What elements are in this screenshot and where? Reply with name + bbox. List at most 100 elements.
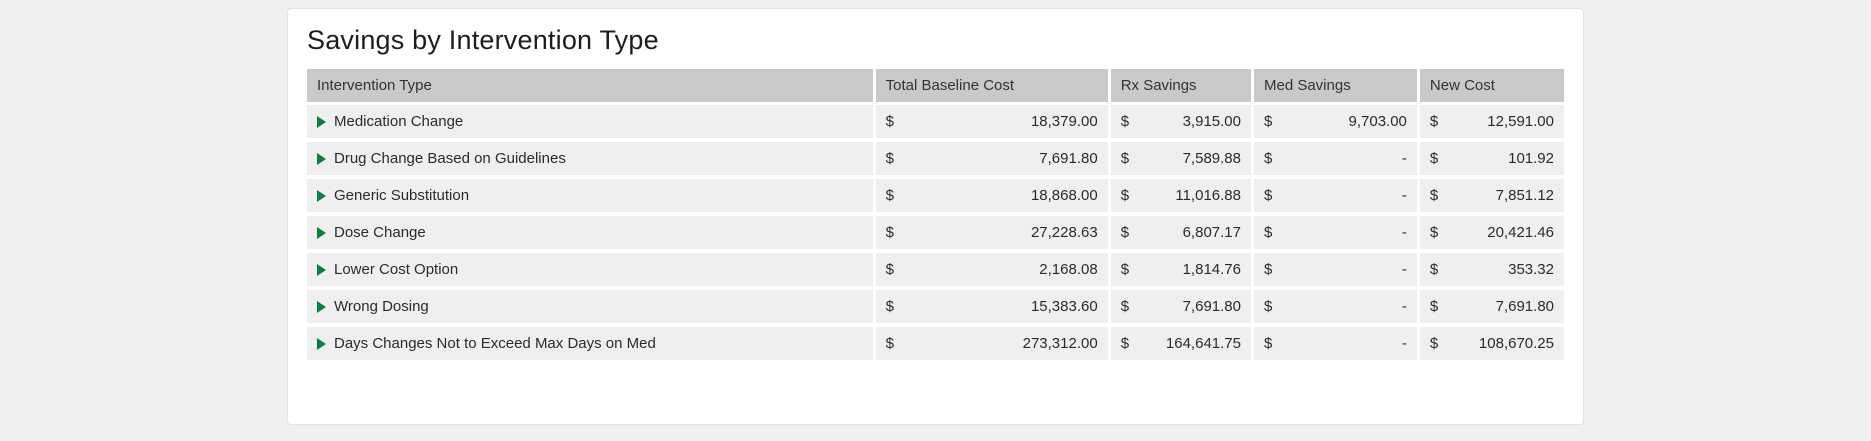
total-baseline-cost-cell: $27,228.63 — [886, 224, 1098, 241]
med-savings-cell: $ - — [1264, 298, 1407, 315]
med-savings-cell: $ - — [1264, 187, 1407, 204]
cell-value: 1,814.76 — [1182, 261, 1241, 278]
cell-value: 7,691.80 — [1039, 150, 1098, 167]
column-header-med-savings: Med Savings — [1250, 69, 1417, 105]
cell-value: 7,851.12 — [1495, 187, 1554, 204]
total-baseline-cost-cell: $273,312.00 — [886, 335, 1098, 352]
triangle-right-icon[interactable] — [317, 115, 326, 128]
cell-value: 164,641.75 — [1165, 335, 1241, 352]
med-savings-cell: $ - — [1264, 224, 1407, 241]
currency-symbol: $ — [1429, 150, 1439, 167]
total-baseline-cost-cell: $2,168.08 — [886, 261, 1098, 278]
total-baseline-cost-cell: $15,383.60 — [886, 298, 1098, 315]
cell-value: 7,691.80 — [1182, 298, 1241, 315]
new-cost-cell: $353.32 — [1430, 261, 1554, 278]
currency-symbol: $ — [1429, 298, 1439, 315]
cell-value: 12,591.00 — [1487, 113, 1554, 130]
triangle-right-icon[interactable] — [317, 263, 326, 276]
med-savings-cell: $ - — [1264, 150, 1407, 167]
rx-savings-cell: $7,691.80 — [1121, 298, 1241, 315]
cell-value: - — [1401, 261, 1407, 278]
triangle-right-icon[interactable] — [317, 226, 326, 239]
currency-symbol: $ — [1120, 298, 1130, 315]
currency-symbol: $ — [885, 298, 894, 315]
intervention-type-label: Drug Change Based on Guidelines — [334, 150, 566, 167]
intervention-type-cell: Wrong Dosing — [317, 298, 863, 315]
cell-value: - — [1401, 298, 1407, 315]
currency-symbol: $ — [885, 261, 894, 278]
intervention-type-cell: Drug Change Based on Guidelines — [317, 150, 863, 167]
table-header: Intervention Type Total Baseline Cost Rx… — [307, 69, 1564, 105]
triangle-right-icon[interactable] — [317, 300, 326, 313]
new-cost-cell: $7,691.80 — [1430, 298, 1554, 315]
intervention-type-label: Generic Substitution — [334, 187, 470, 204]
table-row[interactable]: Lower Cost Option $2,168.08 $1,814.76 $ - $35… — [307, 253, 1564, 290]
column-header-intervention-type: Intervention Type — [307, 69, 873, 105]
currency-symbol: $ — [1263, 335, 1273, 352]
intervention-type-label: Lower Cost Option — [334, 261, 459, 278]
table-row[interactable]: Days Changes Not to Exceed Max Days on M… — [307, 327, 1564, 364]
cell-value: - — [1401, 224, 1407, 241]
cell-value: 2,168.08 — [1039, 261, 1098, 278]
savings-report-card: Savings by Intervention Type Interventio… — [287, 8, 1584, 425]
currency-symbol: $ — [1120, 187, 1130, 204]
currency-symbol: $ — [1120, 113, 1130, 130]
table-row[interactable]: Medication Change $18,379.00 $3,915.00 $9,7… — [307, 105, 1564, 142]
table-header-row: Intervention Type Total Baseline Cost Rx… — [307, 69, 1564, 105]
cell-value: - — [1401, 335, 1407, 352]
intervention-type-cell: Days Changes Not to Exceed Max Days on M… — [317, 335, 863, 352]
currency-symbol: $ — [1263, 113, 1273, 130]
rx-savings-cell: $6,807.17 — [1121, 224, 1241, 241]
currency-symbol: $ — [1429, 224, 1439, 241]
currency-symbol: $ — [1120, 224, 1130, 241]
new-cost-cell: $7,851.12 — [1430, 187, 1554, 204]
currency-symbol: $ — [1263, 261, 1273, 278]
intervention-type-cell: Dose Change — [317, 224, 863, 241]
triangle-right-icon[interactable] — [317, 152, 326, 165]
total-baseline-cost-cell: $7,691.80 — [886, 150, 1098, 167]
cell-value: 9,703.00 — [1348, 113, 1407, 130]
currency-symbol: $ — [1120, 335, 1130, 352]
med-savings-cell: $9,703.00 — [1264, 113, 1407, 130]
cell-value: 7,589.88 — [1182, 150, 1241, 167]
currency-symbol: $ — [1120, 150, 1130, 167]
intervention-type-label: Wrong Dosing — [334, 298, 429, 315]
cell-value: 11,016.88 — [1175, 187, 1241, 204]
table-row[interactable]: Wrong Dosing $15,383.60 $7,691.80 $ - $7,691.… — [307, 290, 1564, 327]
triangle-right-icon[interactable] — [317, 189, 326, 202]
currency-symbol: $ — [885, 150, 894, 167]
rx-savings-cell: $7,589.88 — [1121, 150, 1241, 167]
savings-by-intervention-table: Intervention Type Total Baseline Cost Rx… — [307, 69, 1564, 364]
currency-symbol: $ — [885, 187, 894, 204]
currency-symbol: $ — [1429, 113, 1439, 130]
table-row[interactable]: Drug Change Based on Guidelines $7,691.80… — [307, 142, 1564, 179]
cell-value: 101.92 — [1508, 150, 1554, 167]
currency-symbol: $ — [885, 113, 894, 130]
currency-symbol: $ — [1120, 261, 1130, 278]
currency-symbol: $ — [1429, 261, 1439, 278]
total-baseline-cost-cell: $18,868.00 — [886, 187, 1098, 204]
triangle-right-icon[interactable] — [317, 337, 326, 350]
cell-value: - — [1401, 150, 1407, 167]
intervention-type-label: Dose Change — [334, 224, 426, 241]
currency-symbol: $ — [1263, 298, 1273, 315]
table-body: Medication Change $18,379.00 $3,915.00 $9,7… — [307, 105, 1564, 364]
rx-savings-cell: $11,016.88 — [1121, 187, 1241, 204]
med-savings-cell: $ - — [1264, 261, 1407, 278]
new-cost-cell: $101.92 — [1430, 150, 1554, 167]
currency-symbol: $ — [1429, 187, 1439, 204]
page-title: Savings by Intervention Type — [307, 25, 659, 55]
intervention-type-label: Medication Change — [334, 113, 464, 130]
cell-value: 7,691.80 — [1495, 298, 1554, 315]
column-header-total-baseline-cost: Total Baseline Cost — [872, 69, 1108, 105]
table-row[interactable]: Dose Change $27,228.63 $6,807.17 $ - $20,421.… — [307, 216, 1564, 253]
cell-value: - — [1401, 187, 1407, 204]
table-row[interactable]: Generic Substitution $18,868.00 $11,016.88… — [307, 179, 1564, 216]
rx-savings-cell: $164,641.75 — [1121, 335, 1241, 352]
cell-value: 3,915.00 — [1182, 113, 1241, 130]
cell-value: 273,312.00 — [1022, 335, 1098, 352]
intervention-type-cell: Generic Substitution — [317, 187, 863, 204]
cell-value: 20,421.46 — [1487, 224, 1554, 241]
currency-symbol: $ — [885, 335, 894, 352]
cell-value: 27,228.63 — [1030, 224, 1098, 241]
